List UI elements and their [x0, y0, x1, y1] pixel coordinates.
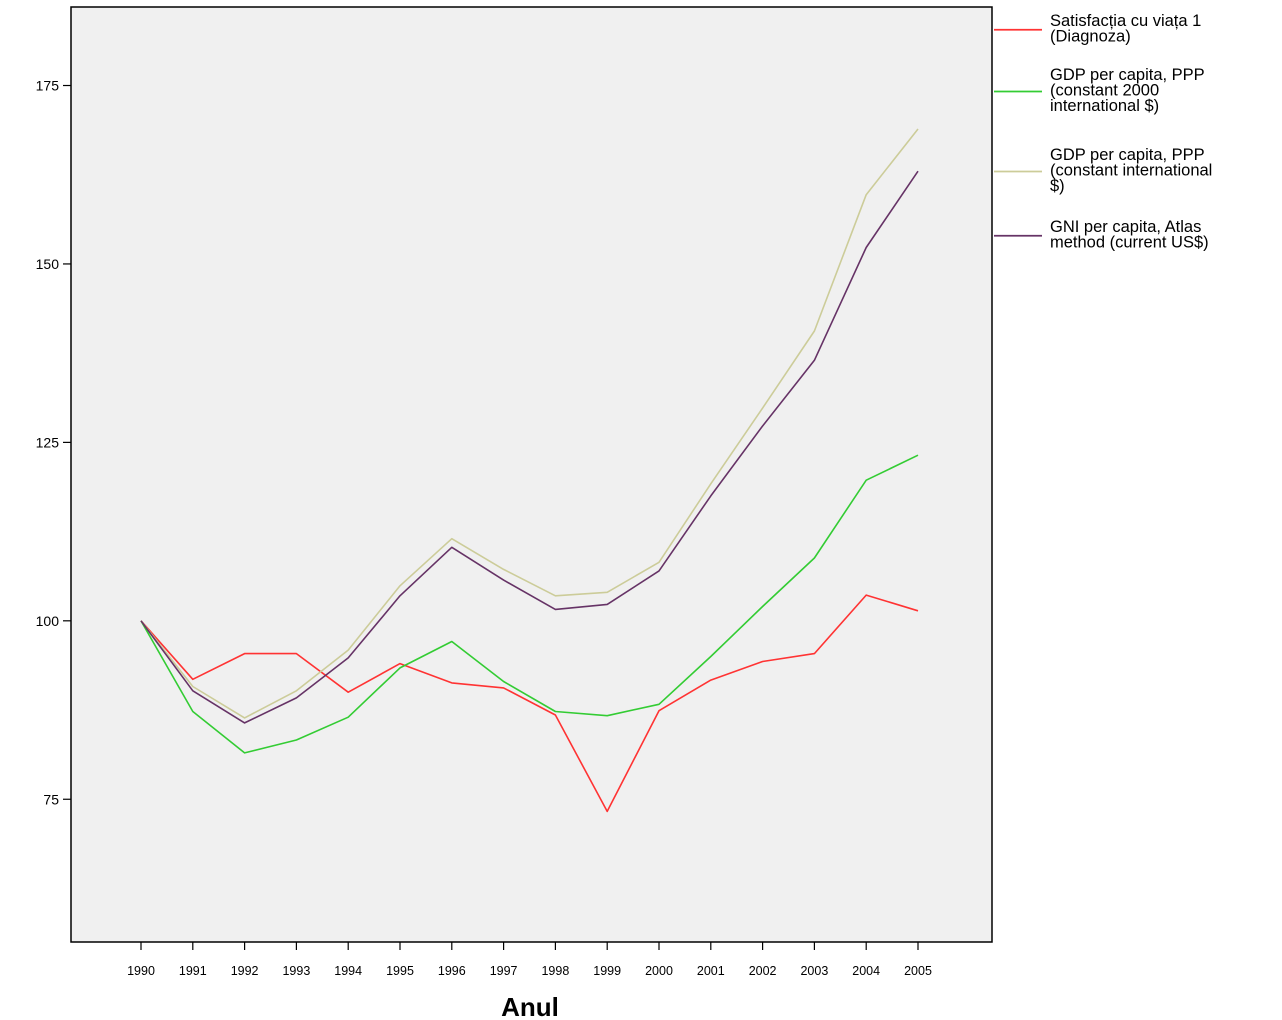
x-tick-label: 1991	[179, 964, 207, 978]
y-tick-label: 75	[43, 791, 59, 807]
y-axis: 75 100 125 150 175	[36, 78, 71, 807]
x-axis: 1990 1991 1992 1993 1994 1995 1996 1997 1998 1999…	[127, 942, 932, 978]
x-tick-label: 1997	[490, 964, 518, 978]
legend-label: (constant 2000	[1050, 82, 1159, 100]
legend-item-2: GDP per capita, PPP(constant 2000interna…	[994, 66, 1205, 115]
series-line-1	[140, 594, 919, 813]
legend-label: GNI per capita, Atlas	[1050, 218, 1201, 236]
legend-label: Satisfacția cu viața 1	[1050, 12, 1201, 30]
x-tick-label: 1999	[593, 964, 621, 978]
x-tick-label: 1998	[541, 964, 569, 978]
legend-item-1: Satisfacția cu viața 1(Diagnoza)	[994, 12, 1201, 46]
y-tick-label: 125	[36, 434, 60, 450]
y-tick-label: 100	[36, 613, 60, 629]
legend-label: GDP per capita, PPP	[1050, 146, 1205, 164]
y-tick-label: 175	[36, 78, 60, 94]
x-tick-label: 1996	[438, 964, 466, 978]
series-lines	[140, 128, 919, 813]
legend-label: GDP per capita, PPP	[1050, 66, 1205, 84]
legend-label: (Diagnoza)	[1050, 28, 1131, 46]
x-tick-label: 2003	[800, 964, 828, 978]
x-tick-label: 2004	[852, 964, 880, 978]
x-tick-label: 2005	[904, 964, 932, 978]
legend-label: $)	[1050, 177, 1065, 195]
x-tick-label: 1990	[127, 964, 155, 978]
series-line-2	[140, 454, 919, 754]
x-tick-label: 1995	[386, 964, 414, 978]
legend-label: (constant international	[1050, 162, 1212, 180]
x-tick-label: 1993	[282, 964, 310, 978]
x-tick-label: 2000	[645, 964, 673, 978]
series-line-4	[140, 170, 919, 724]
legend: Satisfacția cu viața 1(Diagnoza) GDP per …	[994, 12, 1212, 252]
legend-label: method (current US$)	[1050, 234, 1209, 252]
x-tick-label: 2001	[697, 964, 725, 978]
x-axis-title: Anul	[501, 992, 559, 1020]
legend-label: international $)	[1050, 97, 1159, 115]
plot-area	[70, 6, 993, 943]
series-line-3	[140, 128, 919, 719]
x-tick-label: 1992	[231, 964, 259, 978]
x-tick-label: 2002	[749, 964, 777, 978]
y-tick-label: 150	[36, 256, 60, 272]
legend-item-3: GDP per capita, PPP(constant internation…	[994, 146, 1212, 195]
x-tick-label: 1994	[334, 964, 362, 978]
